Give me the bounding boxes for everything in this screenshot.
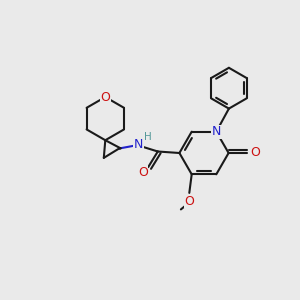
Text: O: O [100,91,110,103]
Text: O: O [184,195,194,208]
Text: N: N [212,125,221,138]
Text: N: N [134,138,143,152]
Text: H: H [144,131,152,142]
Text: O: O [138,166,148,179]
Text: O: O [251,146,260,160]
